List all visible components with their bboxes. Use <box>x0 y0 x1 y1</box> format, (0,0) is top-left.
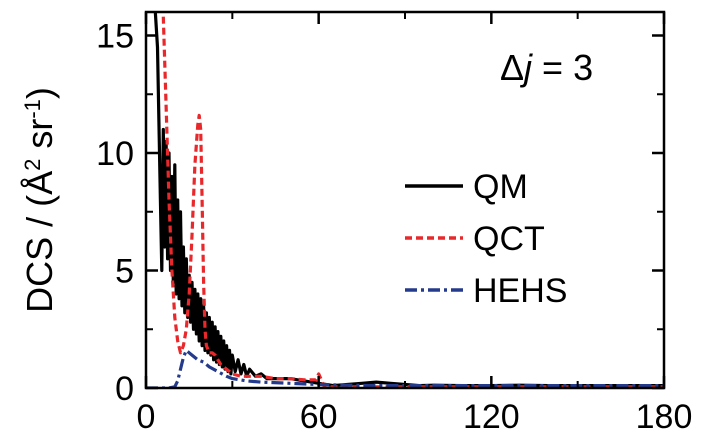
y-tick-label: 5 <box>115 253 134 291</box>
series-line-qct <box>161 16 664 388</box>
legend: QM QCT HEHS <box>405 168 567 310</box>
ylabel-sup2: -1 <box>20 99 45 119</box>
y-tick-label: 10 <box>96 135 134 173</box>
x-tick-label: 180 <box>636 398 693 436</box>
ylabel-sup1: 2 <box>20 159 45 171</box>
annotation-suffix: = 3 <box>532 47 593 88</box>
y-tick-label: 0 <box>115 370 134 408</box>
x-tick-label: 0 <box>137 398 156 436</box>
ticks-layer: 0 60 120 180 0 5 10 15 <box>96 12 692 436</box>
delta-j-annotation: Δj = 3 <box>500 47 593 88</box>
x-tick-label: 120 <box>463 398 520 436</box>
y-tick-label: 15 <box>96 18 134 56</box>
legend-label-qct: QCT <box>473 220 545 258</box>
series-line-hehs <box>146 348 664 388</box>
ylabel-mid: sr <box>19 119 60 159</box>
y-axis-title: DCS / (Å2 sr-1) <box>19 87 60 313</box>
series-line-qm <box>153 12 664 388</box>
annotation-prefix: Δ <box>500 47 524 88</box>
ylabel-end: ) <box>19 87 60 99</box>
ylabel-text: DCS / (Å <box>19 171 60 313</box>
legend-label-qm: QM <box>473 168 528 206</box>
x-tick-label: 60 <box>300 398 338 436</box>
legend-label-hehs: HEHS <box>473 272 567 310</box>
series-layer <box>146 12 664 388</box>
